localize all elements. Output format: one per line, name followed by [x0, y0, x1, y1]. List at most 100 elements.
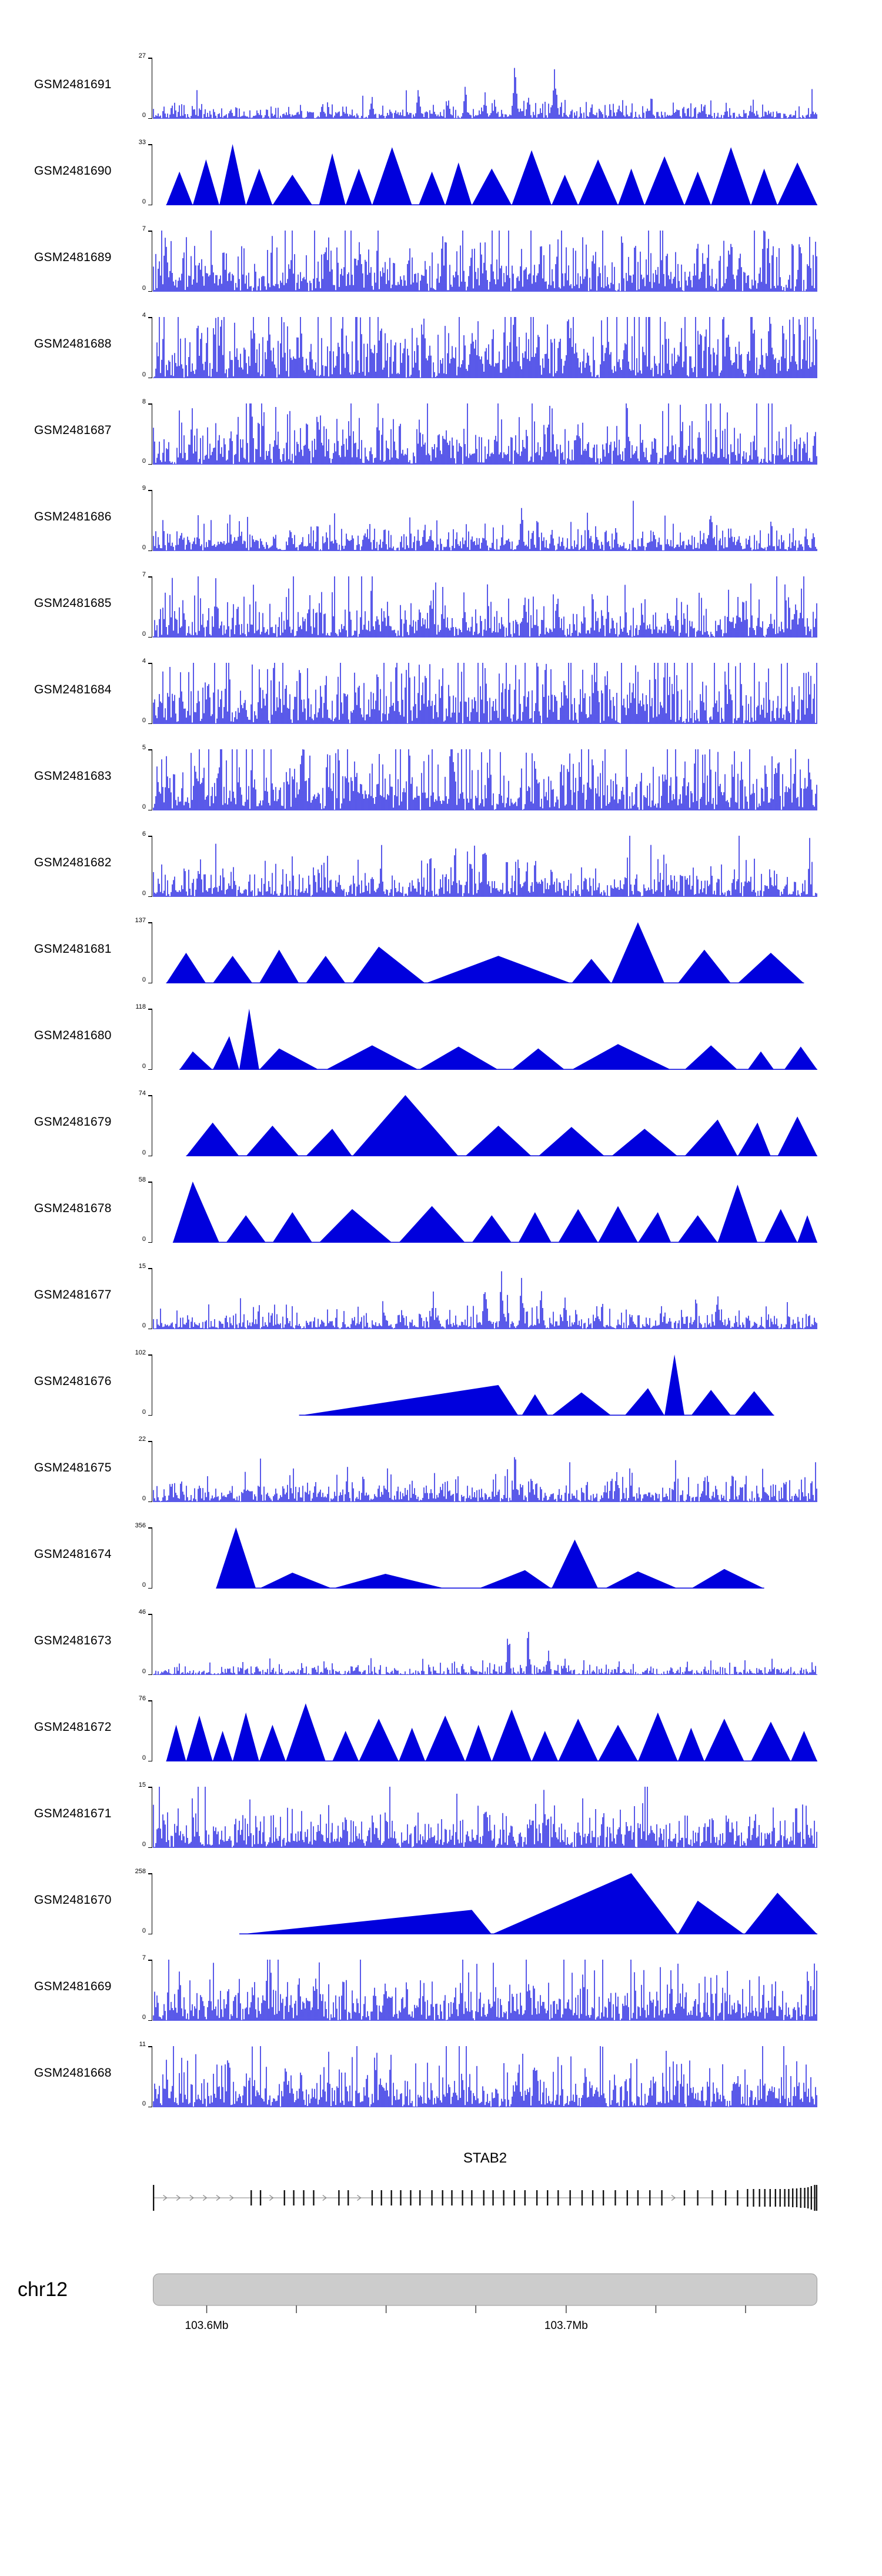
exon-mark — [451, 2190, 453, 2205]
signal-baseline — [166, 982, 804, 983]
track-sample-label: GSM2481689 — [34, 251, 112, 264]
exon-mark — [779, 2189, 781, 2207]
y-axis-line — [148, 403, 152, 465]
exon-mark — [753, 2189, 754, 2207]
exon-mark — [293, 2190, 295, 2205]
y-axis-line — [148, 1787, 152, 1848]
y-axis-max-label: 74 — [138, 1090, 146, 1097]
exon-mark — [759, 2189, 760, 2207]
signal-plot — [216, 1527, 764, 1589]
strand-arrow-icon — [357, 2194, 362, 2201]
track-sample-label: GSM2481674 — [34, 1547, 112, 1561]
exon-mark — [400, 2190, 402, 2205]
exon-mark — [791, 2188, 794, 2207]
y-axis-zero-label: 0 — [142, 1581, 146, 1589]
y-axis-zero-label: 0 — [142, 112, 146, 119]
track-sample-label: GSM2481673 — [34, 1634, 112, 1647]
signal-track-row: GSM2481686 9 0 — [0, 478, 882, 565]
signal-plot — [239, 1873, 817, 1934]
y-axis-line — [148, 1009, 152, 1070]
y-axis-line — [148, 317, 152, 378]
y-axis-max-label: 76 — [138, 1695, 146, 1702]
exon-mark — [602, 2190, 604, 2205]
exon-mark — [338, 2190, 340, 2205]
exon-mark — [371, 2190, 373, 2205]
signal-plot — [153, 317, 817, 378]
signal-triangles-path — [172, 1182, 817, 1243]
y-axis-zero-label: 0 — [142, 544, 146, 551]
track-sample-label: GSM2481676 — [34, 1374, 112, 1388]
y-axis-max-label: 4 — [142, 312, 146, 319]
exon-mark — [769, 2189, 771, 2207]
y-axis-zero-label: 0 — [142, 458, 146, 465]
exon-mark — [303, 2190, 305, 2205]
track-sample-label: GSM2481677 — [34, 1288, 112, 1302]
exon-mark — [524, 2190, 526, 2205]
y-axis-line — [148, 58, 152, 119]
signal-spikes-path — [153, 317, 817, 378]
signal-baseline — [166, 204, 817, 205]
signal-plot — [153, 1787, 817, 1848]
y-axis-zero-label: 0 — [142, 1322, 146, 1329]
signal-track-row: GSM2481677 15 0 — [0, 1256, 882, 1343]
exon-mark — [313, 2190, 315, 2205]
exon-mark — [724, 2190, 727, 2205]
y-axis-max-label: 15 — [138, 1781, 146, 1788]
signal-plot — [153, 1960, 817, 2021]
y-axis-zero-label: 0 — [142, 1063, 146, 1070]
signal-plot — [153, 1457, 817, 1502]
signal-triangles-path — [166, 1703, 817, 1761]
signal-track-row: GSM2481684 4 0 — [0, 651, 882, 738]
track-sample-label: GSM2481685 — [34, 596, 112, 610]
exon-mark — [788, 2189, 790, 2207]
track-sample-label: GSM2481686 — [34, 510, 112, 523]
exon-mark — [810, 2186, 813, 2210]
signal-plot — [153, 403, 817, 465]
signal-triangles-path — [299, 1354, 774, 1416]
strand-arrow-icon — [229, 2194, 234, 2201]
signal-plot — [153, 2046, 817, 2107]
signal-track-row: GSM2481683 5 0 — [0, 738, 882, 824]
y-axis-zero-label: 0 — [142, 371, 146, 378]
signal-track-row: GSM2481681 137 0 — [0, 910, 882, 997]
signal-spikes-path — [153, 500, 817, 551]
signal-track-row: GSM2481685 7 0 — [0, 565, 882, 651]
signal-spikes-path — [153, 1631, 817, 1675]
track-sample-label: GSM2481688 — [34, 337, 112, 351]
chromosome-bar — [153, 2273, 817, 2306]
exon-mark — [649, 2190, 651, 2205]
signal-plot — [299, 1354, 774, 1416]
y-axis-zero-label: 0 — [142, 1495, 146, 1502]
exon-mark — [697, 2190, 699, 2205]
signal-track-row: GSM2481673 46 0 — [0, 1602, 882, 1689]
exon-mark — [536, 2190, 538, 2205]
track-sample-label: GSM2481669 — [34, 1980, 112, 1993]
track-sample-label: GSM2481675 — [34, 1461, 112, 1474]
exon-mark — [614, 2190, 616, 2205]
signal-track-row: GSM2481691 27 0 — [0, 46, 882, 132]
signal-track-row: GSM2481689 7 0 — [0, 219, 882, 305]
y-axis-line — [148, 1700, 152, 1761]
exon-mark — [557, 2190, 559, 2205]
signal-triangles-path — [179, 1009, 817, 1070]
y-axis-zero-label: 0 — [142, 630, 146, 638]
signal-track-row: GSM2481682 6 0 — [0, 824, 882, 910]
signal-track-row: GSM2481687 8 0 — [0, 392, 882, 478]
signal-plot — [166, 144, 817, 205]
y-axis-zero-label: 0 — [142, 2100, 146, 2107]
exon-mark — [513, 2190, 515, 2205]
signal-track-row: GSM2481678 58 0 — [0, 1170, 882, 1256]
signal-triangles-path — [239, 1873, 817, 1934]
track-sample-label: GSM2481682 — [34, 856, 112, 869]
exon-mark — [711, 2190, 713, 2205]
exon-mark — [637, 2190, 639, 2205]
exon-mark — [747, 2189, 749, 2207]
exon-mark — [569, 2190, 571, 2205]
track-sample-label: GSM2481671 — [34, 1807, 112, 1820]
signal-plot — [153, 836, 817, 897]
signal-plot — [153, 1271, 817, 1329]
gene-track: STAB2 — [0, 2142, 882, 2248]
y-axis-zero-label: 0 — [142, 198, 146, 205]
signal-track-row: GSM2481676 102 0 — [0, 1343, 882, 1429]
